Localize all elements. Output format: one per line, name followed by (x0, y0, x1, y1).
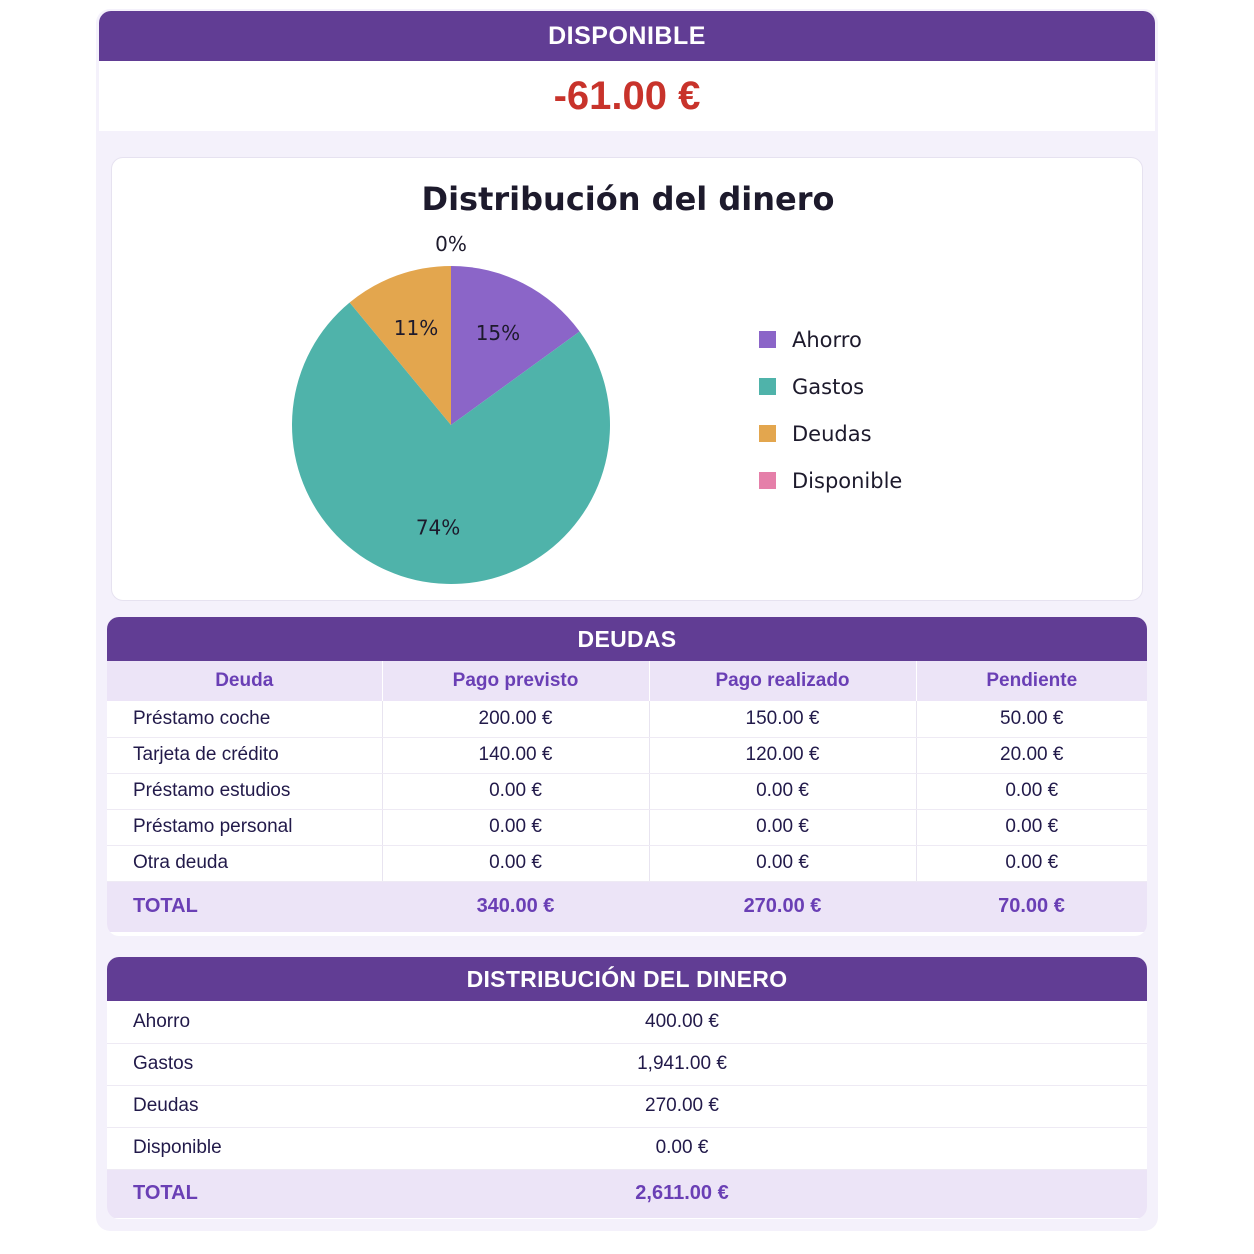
table-cell: 0.00 € (382, 845, 650, 882)
table-cell-empty (987, 1127, 1147, 1170)
deudas-table-card: DEUDAS Deuda Pago previsto Pago realizad… (107, 617, 1147, 936)
table-cell: 0.00 € (377, 1127, 987, 1170)
total-cell: 270.00 € (649, 881, 916, 932)
total-row: TOTAL 2,611.00 € (107, 1169, 1147, 1218)
table-cell: 0.00 € (916, 809, 1147, 846)
pie-chart: Distribución del dinero 15% 74% 11% 0% Ahor… (291, 180, 902, 584)
table-row: Préstamo estudios 0.00 € 0.00 € 0.00 € (107, 773, 1147, 810)
disponible-body: -61.00 € (99, 61, 1155, 131)
table-cell: 50.00 € (916, 701, 1147, 738)
table-cell-empty (987, 1085, 1147, 1128)
distribucion-table: Ahorro 400.00 € Gastos 1,941.00 € Deudas… (107, 1001, 1147, 1218)
legend-swatch-ahorro (759, 331, 776, 348)
pie-label-deudas: 11% (394, 316, 438, 340)
table-row: Tarjeta de crédito 140.00 € 120.00 € 20.… (107, 737, 1147, 774)
legend-label-disponible: Disponible (792, 469, 902, 493)
table-cell: 1,941.00 € (377, 1043, 987, 1086)
legend-swatch-deudas (759, 425, 776, 442)
table-cell: 150.00 € (649, 701, 917, 738)
legend-label-ahorro: Ahorro (792, 328, 862, 352)
table-cell: 0.00 € (382, 773, 650, 810)
table-cell: Otra deuda (107, 845, 383, 882)
column-header-pago-realizado: Pago realizado (649, 661, 917, 701)
total-cell-empty (987, 1169, 1147, 1218)
table-cell: 120.00 € (649, 737, 917, 774)
total-row: TOTAL 340.00 € 270.00 € 70.00 € (107, 881, 1147, 932)
table-row: Gastos 1,941.00 € (107, 1043, 1147, 1086)
table-cell: 200.00 € (382, 701, 650, 738)
pie-slice-deudas (349, 266, 451, 425)
total-cell: 340.00 € (382, 881, 649, 932)
table-row: Préstamo coche 200.00 € 150.00 € 50.00 € (107, 701, 1147, 738)
legend-swatch-gastos (759, 378, 776, 395)
table-cell: Préstamo estudios (107, 773, 383, 810)
table-cell: 140.00 € (382, 737, 650, 774)
table-cell: 20.00 € (916, 737, 1147, 774)
table-row: Ahorro 400.00 € (107, 1001, 1147, 1044)
table-header-row: Deuda Pago previsto Pago realizado Pendi… (107, 661, 1147, 701)
chart-card: Distribución del dinero 15% 74% 11% 0% Ahor… (111, 157, 1143, 601)
table-cell: Disponible (107, 1127, 377, 1170)
pie-label-ahorro: 15% (476, 321, 520, 345)
table-cell: 0.00 € (649, 845, 917, 882)
table-cell: Tarjeta de crédito (107, 737, 383, 774)
table-row: Disponible 0.00 € (107, 1127, 1147, 1170)
table-cell: 0.00 € (649, 773, 917, 810)
pie-label-disponible: 0% (435, 232, 467, 256)
pie-label-gastos: 74% (416, 516, 460, 540)
distribucion-table-title: DISTRIBUCIÓN DEL DINERO (107, 957, 1147, 1001)
table-cell: Préstamo personal (107, 809, 383, 846)
legend-label-deudas: Deudas (792, 422, 872, 446)
table-row: Préstamo personal 0.00 € 0.00 € 0.00 € (107, 809, 1147, 846)
table-cell: 0.00 € (382, 809, 650, 846)
total-cell: 2,611.00 € (377, 1169, 987, 1218)
total-label: TOTAL (107, 1169, 377, 1218)
distribucion-table-card: DISTRIBUCIÓN DEL DINERO Ahorro 400.00 € … (107, 957, 1147, 1219)
column-header-deuda: Deuda (107, 661, 383, 701)
chart-title: Distribución del dinero (422, 180, 835, 218)
deudas-table-title: DEUDAS (107, 617, 1147, 661)
table-cell: Préstamo coche (107, 701, 383, 738)
table-cell-empty (987, 1043, 1147, 1086)
table-cell: 0.00 € (916, 845, 1147, 882)
table-row: Otra deuda 0.00 € 0.00 € 0.00 € (107, 845, 1147, 882)
total-cell: 70.00 € (916, 881, 1147, 932)
deudas-table: Deuda Pago previsto Pago realizado Pendi… (107, 661, 1147, 932)
table-cell: 270.00 € (377, 1085, 987, 1128)
legend-label-gastos: Gastos (792, 375, 864, 399)
column-header-pago-previsto: Pago previsto (382, 661, 650, 701)
table-cell: 0.00 € (916, 773, 1147, 810)
table-cell: Gastos (107, 1043, 377, 1086)
table-cell: Deudas (107, 1085, 377, 1128)
pie-slice-ahorro (451, 266, 580, 425)
table-cell: 400.00 € (377, 1001, 987, 1044)
table-row: Deudas 270.00 € (107, 1085, 1147, 1128)
legend-swatch-disponible (759, 472, 776, 489)
disponible-amount: -61.00 € (553, 73, 701, 118)
total-label: TOTAL (107, 881, 382, 932)
table-cell-empty (987, 1001, 1147, 1044)
disponible-header: DISPONIBLE (99, 11, 1155, 61)
table-cell: 0.00 € (649, 809, 917, 846)
pie-slice-gastos (291, 302, 610, 584)
table-cell: Ahorro (107, 1001, 377, 1044)
column-header-pendiente: Pendiente (916, 661, 1147, 701)
